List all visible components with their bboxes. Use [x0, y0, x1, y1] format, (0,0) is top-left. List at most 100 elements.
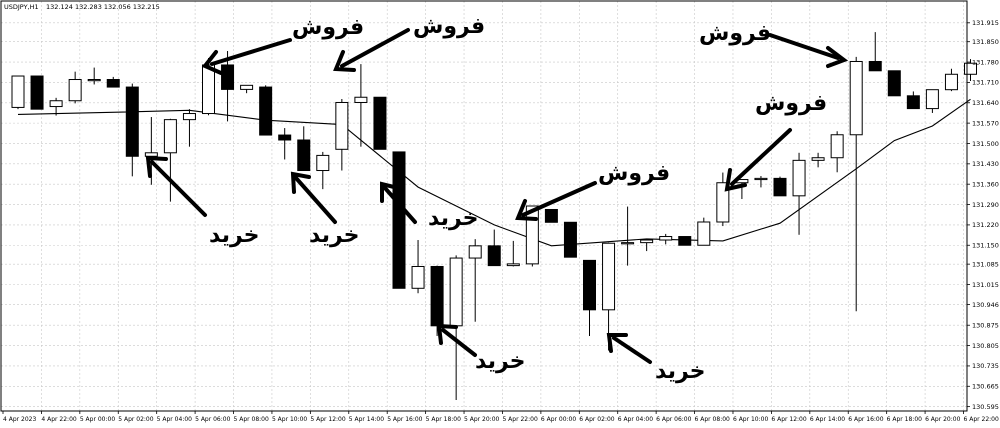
candle [773, 176, 787, 197]
x-tick-label: 5 Apr 14:00 [349, 416, 384, 423]
arrow-head-icon [436, 323, 458, 345]
candle-body-bull [830, 134, 844, 159]
y-tick-label: 131.640 [972, 99, 999, 107]
arrow-icon [340, 28, 410, 68]
candle-body-bear [544, 208, 558, 223]
candle [240, 84, 254, 94]
candle-body-bear [678, 236, 692, 246]
candle-body-bear [278, 134, 292, 141]
sell-annotation-1 [201, 38, 292, 75]
candle-body-bear [583, 259, 596, 311]
candle-body-bull [640, 239, 654, 244]
candle [621, 206, 635, 266]
candle [506, 240, 520, 267]
y-tick-label: 130.595 [972, 403, 999, 411]
candle-body-bull [659, 236, 673, 241]
x-tick-label: 6 Apr 14:00 [810, 416, 845, 423]
x-tick-label: 6 Apr 00:00 [541, 416, 576, 423]
x-tick-label: 6 Apr 16:00 [848, 416, 883, 423]
symbol-label: USDJPY,H1 [4, 3, 39, 11]
candle [944, 68, 958, 92]
y-tick-label: 130.735 [972, 362, 999, 370]
candle [525, 205, 539, 267]
y-tick-label: 131.915 [972, 19, 999, 27]
candle-body-bull [144, 152, 158, 157]
arrow-head-icon [333, 50, 356, 72]
sell-label-5: فروش [598, 161, 670, 186]
candle-body-bull [316, 154, 330, 172]
x-tick-label: 5 Apr 16:00 [387, 416, 422, 423]
candle [354, 64, 368, 147]
x-tick-label: 5 Apr 06:00 [195, 416, 230, 423]
candle [182, 109, 196, 147]
buy-annotation-4 [436, 323, 477, 357]
candle [563, 221, 577, 258]
buy-annotation-1 [145, 155, 207, 217]
candle-body-bull [449, 257, 463, 327]
candle [906, 91, 920, 110]
candle [259, 85, 273, 136]
candle [811, 152, 825, 168]
x-tick-label: 6 Apr 22:00 [964, 416, 999, 423]
x-tick-label: 6 Apr 08:00 [695, 416, 730, 423]
candle [544, 208, 558, 223]
candle-body-bear [563, 221, 577, 258]
candle [887, 70, 901, 97]
x-tick-label: 6 Apr 18:00 [887, 416, 922, 423]
arrow-icon [150, 160, 207, 217]
candle [678, 236, 692, 246]
candle-body-bull [792, 159, 806, 197]
arrow-head-icon [145, 155, 168, 178]
y-tick-label: 131.500 [972, 140, 999, 148]
y-tick-label: 131.220 [972, 221, 999, 229]
candle-body-bear [30, 75, 44, 110]
x-tick-label: 5 Apr 02:00 [118, 416, 153, 423]
candle [335, 98, 349, 171]
y-tick-label: 131.015 [972, 281, 999, 289]
candle [30, 75, 44, 110]
candle-body-bull [697, 221, 711, 246]
y-tick-label: 131.570 [972, 119, 999, 127]
x-tick-label: 6 Apr 12:00 [771, 416, 806, 423]
candle [849, 56, 863, 312]
candle [11, 75, 25, 110]
candle [468, 239, 482, 322]
candle [49, 97, 63, 116]
arrow-icon [768, 33, 840, 60]
y-tick-label: 130.805 [972, 342, 999, 350]
candles-layer [11, 32, 977, 400]
candle-body-bear [887, 70, 901, 97]
y-tick-label: 131.430 [972, 160, 999, 168]
candle-body-bear [221, 64, 235, 90]
sell-label-3: فروش [699, 21, 771, 46]
sell-label-2: فروش [413, 14, 485, 39]
candle [106, 76, 120, 88]
y-tick-label: 131.150 [972, 242, 999, 250]
candle [487, 229, 501, 267]
candle [316, 151, 330, 190]
candle-body-bull [925, 89, 939, 110]
y-tick-label: 131.780 [972, 58, 999, 66]
trade-annotations [145, 28, 849, 364]
buy-label-3: خرید [428, 206, 479, 231]
candle [792, 152, 806, 235]
candle-body-bull [411, 265, 425, 289]
x-axis: 4 Apr 2023 4 Apr 22:00 5 Apr 00:00 5 Apr 02… [2, 411, 999, 423]
candle [754, 176, 768, 188]
candle [278, 128, 292, 160]
candle-body-bear [392, 151, 406, 289]
candle [659, 233, 673, 245]
candle [925, 89, 939, 113]
y-axis: 131.915 131.850 131.780 131.710 131.640 131.5… [967, 19, 999, 411]
candle-body-bull [240, 84, 254, 90]
candle-body-bull [964, 62, 977, 75]
candle-body-bear [430, 265, 444, 327]
candle-body-bear [906, 95, 920, 110]
x-tick-label: 6 Apr 02:00 [579, 416, 614, 423]
y-tick-label: 131.360 [972, 180, 999, 188]
arrow-head-icon [606, 333, 628, 353]
sell-annotation-3 [768, 33, 849, 68]
y-tick-label: 131.085 [972, 260, 999, 268]
